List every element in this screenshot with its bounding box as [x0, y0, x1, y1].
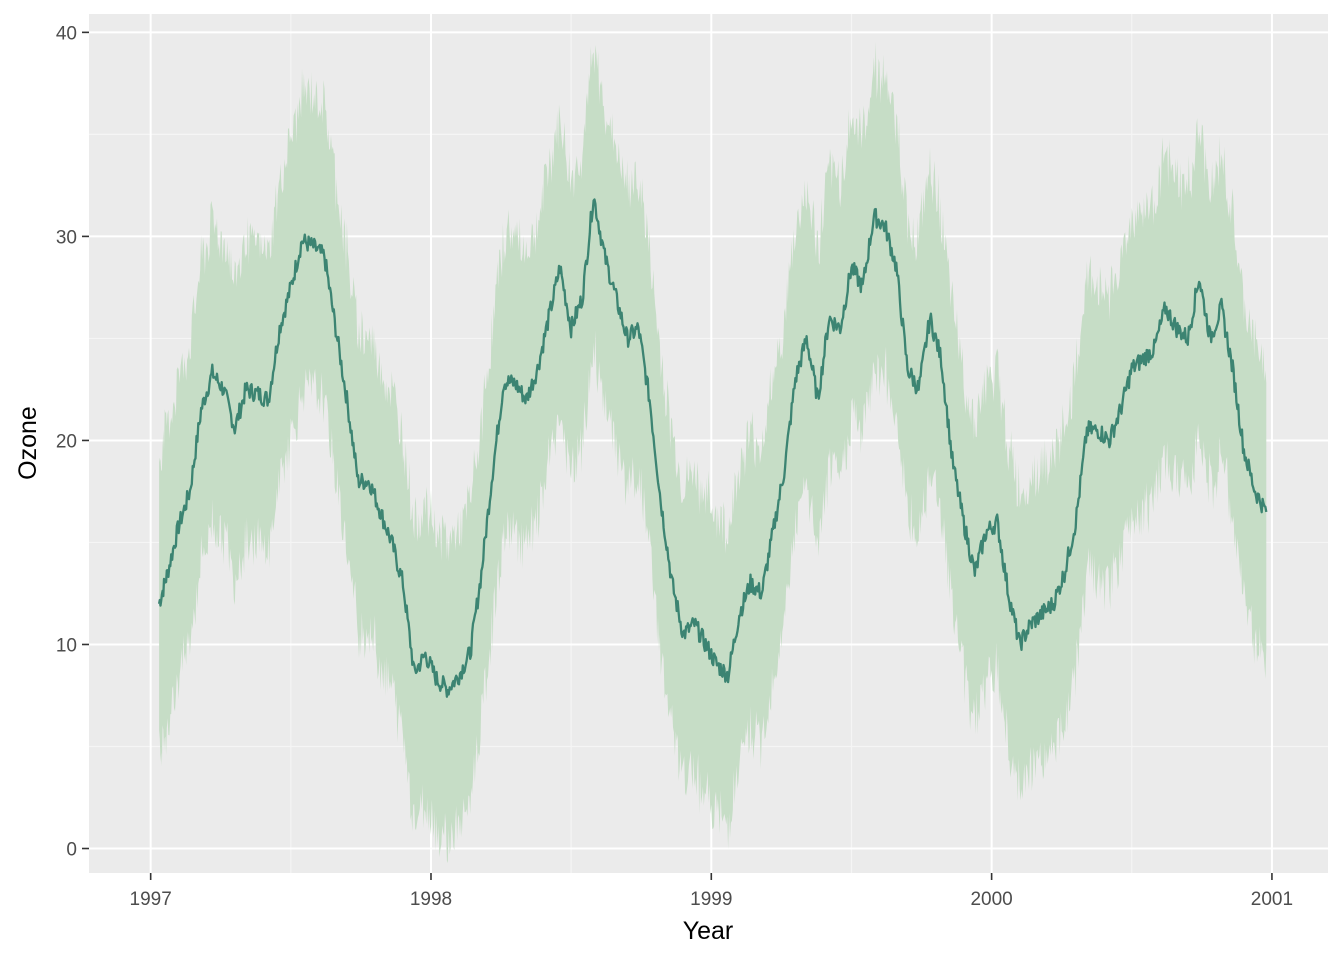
x-tick-label: 1998	[410, 889, 452, 910]
confidence-ribbon	[159, 41, 1267, 864]
ozone-series-line	[157, 198, 1268, 698]
y-axis-title: Ozone	[14, 406, 42, 480]
x-tick-label: 1999	[690, 889, 732, 910]
y-axis: 0 10 20 30 40	[56, 23, 89, 861]
y-tick-label: 10	[56, 635, 77, 656]
x-axis-title: Year	[683, 917, 734, 945]
x-tick-label: 2001	[1251, 889, 1293, 910]
x-tick-label: 2000	[970, 889, 1012, 910]
y-tick-label: 30	[56, 227, 77, 248]
y-tick-label: 0	[66, 840, 77, 861]
x-axis: 1997 1998 1999 2000 2001	[130, 873, 1293, 910]
x-tick-label: 1997	[130, 889, 172, 910]
y-tick-label: 20	[56, 431, 77, 452]
y-tick-label: 40	[56, 23, 77, 44]
